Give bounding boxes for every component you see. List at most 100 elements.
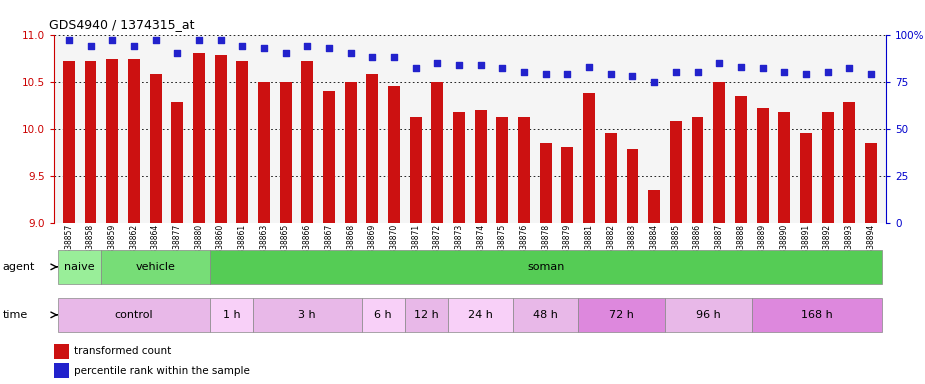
Point bbox=[647, 79, 661, 85]
Point bbox=[842, 65, 857, 71]
Bar bbox=[279, 82, 291, 223]
Point bbox=[191, 37, 206, 43]
Text: control: control bbox=[115, 310, 154, 320]
Bar bbox=[626, 149, 638, 223]
Text: percentile rank within the sample: percentile rank within the sample bbox=[74, 366, 251, 376]
Point bbox=[864, 71, 879, 77]
Point bbox=[734, 63, 748, 70]
Text: vehicle: vehicle bbox=[136, 262, 176, 272]
Bar bbox=[54, 363, 68, 378]
Point bbox=[451, 61, 466, 68]
Bar bbox=[513, 298, 578, 332]
Point bbox=[690, 69, 705, 75]
Bar bbox=[128, 59, 140, 223]
Bar bbox=[757, 108, 769, 223]
Point bbox=[148, 37, 163, 43]
Bar bbox=[752, 298, 882, 332]
Point bbox=[560, 71, 574, 77]
Bar bbox=[366, 74, 378, 223]
Bar bbox=[405, 298, 449, 332]
Text: soman: soman bbox=[527, 262, 564, 272]
Bar bbox=[713, 82, 725, 223]
Bar bbox=[800, 133, 812, 223]
Point bbox=[712, 60, 727, 66]
Bar bbox=[388, 86, 400, 223]
Bar bbox=[540, 143, 551, 223]
Text: naive: naive bbox=[65, 262, 95, 272]
Point bbox=[603, 71, 618, 77]
Point bbox=[517, 69, 532, 75]
Point bbox=[755, 65, 770, 71]
Bar bbox=[561, 147, 574, 223]
Bar bbox=[778, 112, 790, 223]
Point bbox=[83, 43, 98, 49]
Bar bbox=[410, 118, 422, 223]
Text: agent: agent bbox=[3, 262, 35, 272]
Bar bbox=[453, 112, 465, 223]
Bar bbox=[362, 298, 405, 332]
Bar bbox=[253, 298, 362, 332]
Point bbox=[387, 54, 401, 60]
Bar bbox=[210, 250, 882, 284]
Bar bbox=[210, 298, 253, 332]
Bar bbox=[236, 61, 248, 223]
Point bbox=[408, 65, 423, 71]
Point bbox=[430, 60, 445, 66]
Bar bbox=[106, 59, 118, 223]
Bar bbox=[150, 74, 162, 223]
Bar bbox=[449, 298, 513, 332]
Text: 48 h: 48 h bbox=[534, 310, 558, 320]
Bar bbox=[171, 102, 183, 223]
Point bbox=[538, 71, 553, 77]
Point bbox=[127, 43, 142, 49]
Bar bbox=[648, 190, 660, 223]
Bar bbox=[821, 112, 833, 223]
Point bbox=[777, 69, 792, 75]
Bar bbox=[844, 102, 856, 223]
Bar bbox=[605, 133, 617, 223]
Text: transformed count: transformed count bbox=[74, 346, 172, 356]
Bar bbox=[323, 91, 335, 223]
Text: 168 h: 168 h bbox=[801, 310, 832, 320]
Text: 72 h: 72 h bbox=[610, 310, 635, 320]
Text: 12 h: 12 h bbox=[414, 310, 439, 320]
Bar bbox=[670, 121, 682, 223]
Point bbox=[495, 65, 510, 71]
Bar bbox=[583, 93, 595, 223]
Point bbox=[582, 63, 597, 70]
Bar bbox=[58, 250, 102, 284]
Text: 96 h: 96 h bbox=[696, 310, 721, 320]
Bar bbox=[865, 143, 877, 223]
Bar bbox=[475, 110, 487, 223]
Point bbox=[278, 50, 293, 56]
Bar bbox=[84, 61, 96, 223]
Point bbox=[669, 69, 684, 75]
Point bbox=[235, 43, 250, 49]
Text: GDS4940 / 1374315_at: GDS4940 / 1374315_at bbox=[49, 18, 194, 31]
Point bbox=[798, 71, 813, 77]
Point bbox=[61, 37, 76, 43]
Bar bbox=[497, 118, 509, 223]
Text: 3 h: 3 h bbox=[299, 310, 316, 320]
Bar bbox=[63, 61, 75, 223]
Bar bbox=[258, 82, 270, 223]
Bar bbox=[54, 344, 68, 359]
Bar bbox=[102, 250, 210, 284]
Bar bbox=[58, 298, 210, 332]
Point bbox=[170, 50, 185, 56]
Bar bbox=[345, 82, 357, 223]
Text: time: time bbox=[3, 310, 28, 320]
Bar bbox=[518, 118, 530, 223]
Point bbox=[474, 61, 488, 68]
Point bbox=[300, 43, 314, 49]
Bar bbox=[302, 61, 314, 223]
Text: 6 h: 6 h bbox=[375, 310, 392, 320]
Point bbox=[343, 50, 358, 56]
Text: 1 h: 1 h bbox=[223, 310, 240, 320]
Bar bbox=[215, 55, 227, 223]
Point bbox=[105, 37, 119, 43]
Bar bbox=[735, 96, 746, 223]
Point bbox=[256, 45, 271, 51]
Point bbox=[213, 37, 228, 43]
Bar bbox=[692, 118, 704, 223]
